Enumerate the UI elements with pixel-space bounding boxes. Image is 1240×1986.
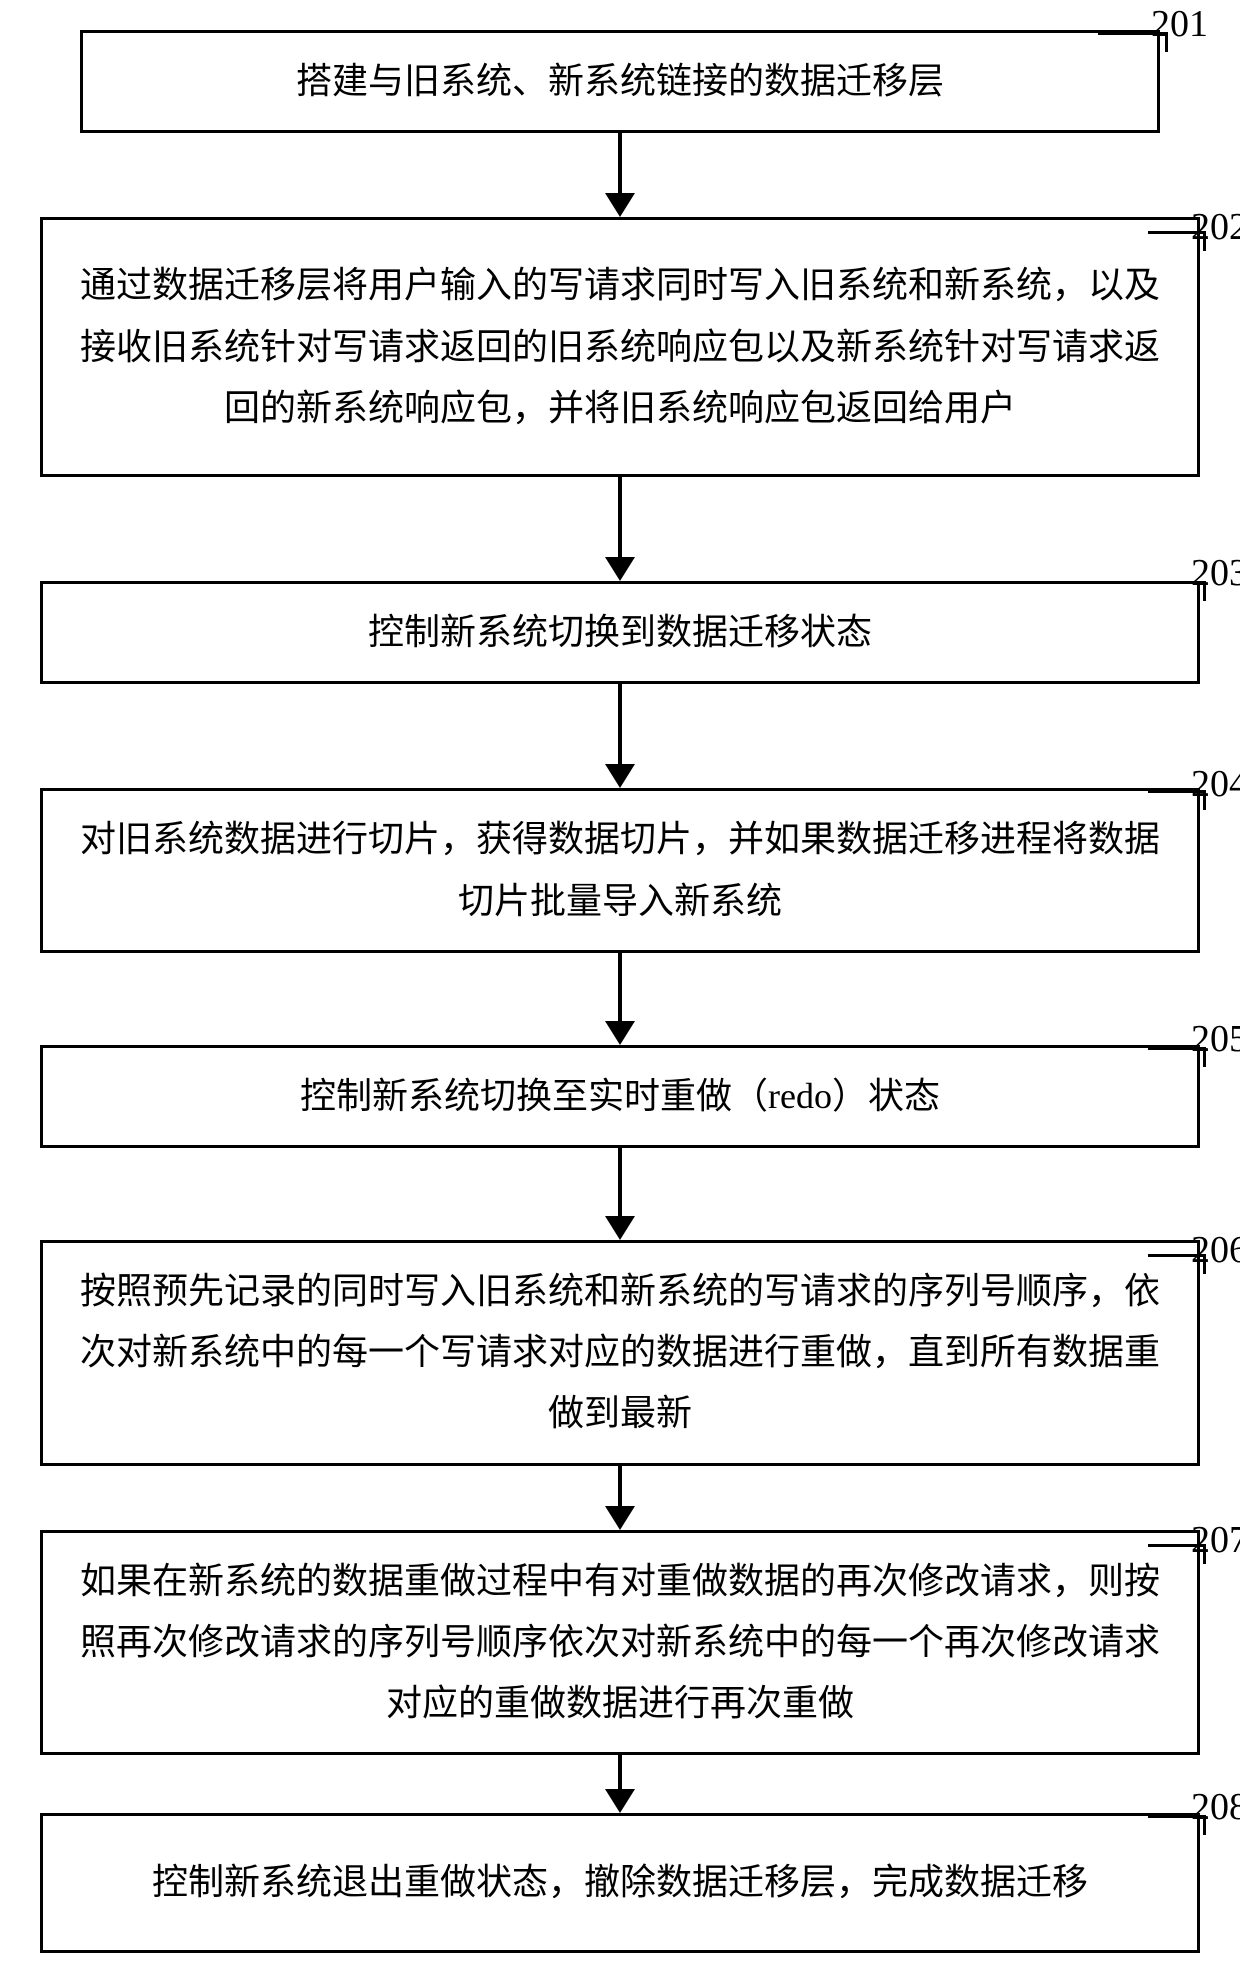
step-label-205: 205	[1191, 1017, 1240, 1061]
step-box-203: 控制新系统切换到数据迁移状态	[40, 581, 1200, 684]
arrow-line	[618, 1755, 622, 1789]
arrow-line	[618, 1466, 622, 1506]
arrow-head-icon	[605, 193, 635, 217]
step-text: 搭建与旧系统、新系统链接的数据迁移层	[296, 51, 944, 112]
step-wrapper-206: 按照预先记录的同时写入旧系统和新系统的写请求的序列号顺序，依次对新系统中的每一个…	[20, 1240, 1220, 1466]
step-text: 控制新系统退出重做状态，撤除数据迁移层，完成数据迁移	[152, 1852, 1088, 1913]
step-label-202: 202	[1191, 205, 1240, 249]
step-label-201: 201	[1151, 2, 1208, 46]
step-box-208: 控制新系统退出重做状态，撤除数据迁移层，完成数据迁移	[40, 1813, 1200, 1953]
arrow-head-icon	[605, 557, 635, 581]
step-label-204: 204	[1191, 762, 1240, 806]
step-box-207: 如果在新系统的数据重做过程中有对重做数据的再次修改请求，则按照再次修改请求的序列…	[40, 1530, 1200, 1756]
arrow-down	[605, 1466, 635, 1530]
arrow-down	[605, 953, 635, 1045]
arrow-line	[618, 953, 622, 1021]
arrow-line	[618, 684, 622, 764]
step-text: 如果在新系统的数据重做过程中有对重做数据的再次修改请求，则按照再次修改请求的序列…	[73, 1551, 1167, 1735]
arrow-line	[618, 1148, 622, 1216]
arrow-down	[605, 133, 635, 217]
arrow-down	[605, 477, 635, 581]
arrow-head-icon	[605, 1216, 635, 1240]
step-label-207: 207	[1191, 1518, 1240, 1562]
flowchart-container: 搭建与旧系统、新系统链接的数据迁移层201 通过数据迁移层将用户输入的写请求同时写…	[20, 30, 1220, 1953]
step-text: 通过数据迁移层将用户输入的写请求同时写入旧系统和新系统，以及接收旧系统针对写请求…	[73, 255, 1167, 439]
arrow-down	[605, 684, 635, 788]
arrow-down	[605, 1148, 635, 1240]
arrow-head-icon	[605, 1789, 635, 1813]
step-wrapper-204: 对旧系统数据进行切片，获得数据切片，并如果数据迁移进程将数据切片批量导入新系统2…	[20, 788, 1220, 952]
arrow-head-icon	[605, 1021, 635, 1045]
arrow-down	[605, 1755, 635, 1813]
step-label-206: 206	[1191, 1228, 1240, 1272]
arrow-line	[618, 477, 622, 557]
step-wrapper-201: 搭建与旧系统、新系统链接的数据迁移层201	[20, 30, 1220, 133]
step-wrapper-207: 如果在新系统的数据重做过程中有对重做数据的再次修改请求，则按照再次修改请求的序列…	[20, 1530, 1220, 1756]
step-box-206: 按照预先记录的同时写入旧系统和新系统的写请求的序列号顺序，依次对新系统中的每一个…	[40, 1240, 1200, 1466]
arrow-line	[618, 133, 622, 193]
step-text: 对旧系统数据进行切片，获得数据切片，并如果数据迁移进程将数据切片批量导入新系统	[73, 809, 1167, 931]
step-wrapper-208: 控制新系统退出重做状态，撤除数据迁移层，完成数据迁移208	[20, 1813, 1220, 1953]
arrow-head-icon	[605, 1506, 635, 1530]
step-box-204: 对旧系统数据进行切片，获得数据切片，并如果数据迁移进程将数据切片批量导入新系统	[40, 788, 1200, 952]
step-text: 控制新系统切换至实时重做（redo）状态	[300, 1066, 940, 1127]
step-label-208: 208	[1191, 1785, 1240, 1829]
step-text: 控制新系统切换到数据迁移状态	[368, 602, 872, 663]
step-label-203: 203	[1191, 551, 1240, 595]
step-wrapper-205: 控制新系统切换至实时重做（redo）状态205	[20, 1045, 1220, 1148]
arrow-head-icon	[605, 764, 635, 788]
step-wrapper-202: 通过数据迁移层将用户输入的写请求同时写入旧系统和新系统，以及接收旧系统针对写请求…	[20, 217, 1220, 477]
step-box-202: 通过数据迁移层将用户输入的写请求同时写入旧系统和新系统，以及接收旧系统针对写请求…	[40, 217, 1200, 477]
step-text: 按照预先记录的同时写入旧系统和新系统的写请求的序列号顺序，依次对新系统中的每一个…	[73, 1261, 1167, 1445]
step-box-201: 搭建与旧系统、新系统链接的数据迁移层	[80, 30, 1160, 133]
step-wrapper-203: 控制新系统切换到数据迁移状态203	[20, 581, 1220, 684]
step-box-205: 控制新系统切换至实时重做（redo）状态	[40, 1045, 1200, 1148]
